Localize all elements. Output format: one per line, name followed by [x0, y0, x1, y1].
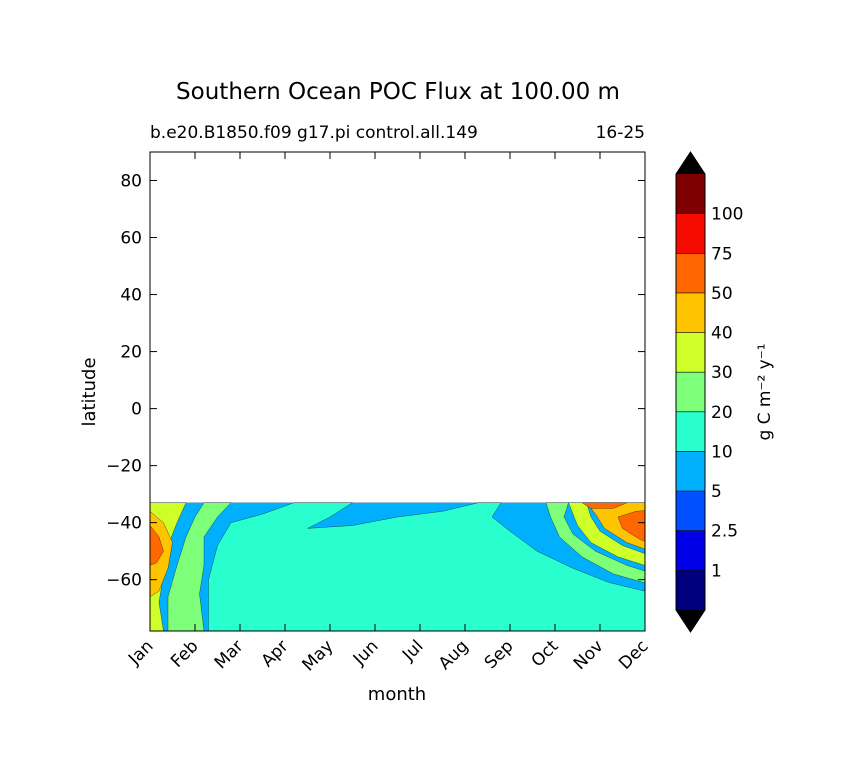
colorbar-swatch	[676, 253, 705, 293]
plot-frame	[149, 151, 646, 632]
y-tick-label: 80	[120, 172, 142, 192]
colorbar-tick-label: 30	[711, 363, 733, 383]
colorbar-swatch	[676, 292, 705, 333]
colorbar-swatch	[676, 570, 705, 610]
chart-subtitle-left: b.e20.B1850.f09 g17.pi control.all.149	[150, 123, 478, 143]
colorbar-tick-label: 40	[711, 324, 733, 344]
y-tick-label: −20	[106, 457, 142, 477]
chart-subtitle-right: 16-25	[596, 123, 645, 143]
colorbar-tick-label: 20	[711, 403, 733, 423]
x-tick-label: Jul	[398, 636, 427, 665]
colorbar-swatch	[676, 491, 705, 531]
y-axis-label: latitude	[79, 357, 100, 426]
x-tick-label: Aug	[435, 636, 473, 674]
contour-zone	[581, 502, 628, 509]
contour-zone	[545, 502, 645, 584]
x-tick-label: Apr	[258, 636, 293, 671]
y-tick-label: 60	[120, 229, 142, 249]
y-axis: 80 60 40 20 0 −20 −40 −60	[106, 172, 645, 591]
y-tick-label: 40	[120, 286, 142, 306]
contour-zone	[617, 510, 645, 542]
colorbar-tick-label: 1	[711, 561, 722, 581]
colorbar-tick-label: 100	[711, 205, 743, 225]
x-tick-label: Feb	[167, 636, 202, 671]
x-tick-label: Oct	[528, 636, 563, 671]
x-axis-label: month	[368, 684, 426, 705]
y-tick-label: 20	[120, 343, 142, 363]
x-tick-label: Jan	[124, 636, 157, 669]
colorbar-swatch	[676, 174, 705, 214]
chart-title: Southern Ocean POC Flux at 100.00 m	[176, 79, 620, 105]
y-tick-label: 0	[131, 400, 142, 420]
colorbar-swatch	[676, 411, 705, 452]
colorbar-tick-label: 50	[711, 284, 733, 304]
y-tick-label: −40	[106, 514, 142, 534]
x-tick-label: Sep	[481, 636, 518, 673]
x-tick-label: May	[299, 636, 338, 675]
colorbar-swatch	[676, 332, 705, 373]
contour-zone	[568, 502, 645, 566]
x-tick-label: Mar	[211, 636, 248, 673]
contour-fill-group	[150, 502, 645, 631]
x-tick-label: Dec	[615, 636, 652, 673]
colorbar-tick-label: 2.5	[711, 522, 738, 542]
colorbar-extend-min	[676, 610, 705, 632]
x-tick-label: Nov	[570, 636, 608, 674]
contour-zone	[208, 502, 645, 631]
colorbar: 1 2.5 5 10 20 30 40 50 75 100	[675, 151, 743, 633]
colorbar-swatch	[676, 213, 705, 254]
colorbar-tick-label: 75	[711, 244, 733, 264]
colorbar-swatch	[676, 530, 705, 571]
y-tick-label: −60	[106, 571, 142, 591]
x-tick-label: Jun	[349, 636, 383, 670]
colorbar-tick-label: 5	[711, 482, 722, 502]
contour-zone	[167, 502, 232, 631]
colorbar-outline	[675, 151, 706, 633]
colorbar-label: g C m⁻² y⁻¹	[755, 343, 775, 440]
contour-zone	[150, 525, 164, 566]
colorbar-swatch	[676, 451, 705, 492]
colorbar-tick-label: 10	[711, 442, 733, 462]
colorbar-extend-max	[676, 152, 705, 174]
colorbar-swatch	[676, 372, 705, 412]
